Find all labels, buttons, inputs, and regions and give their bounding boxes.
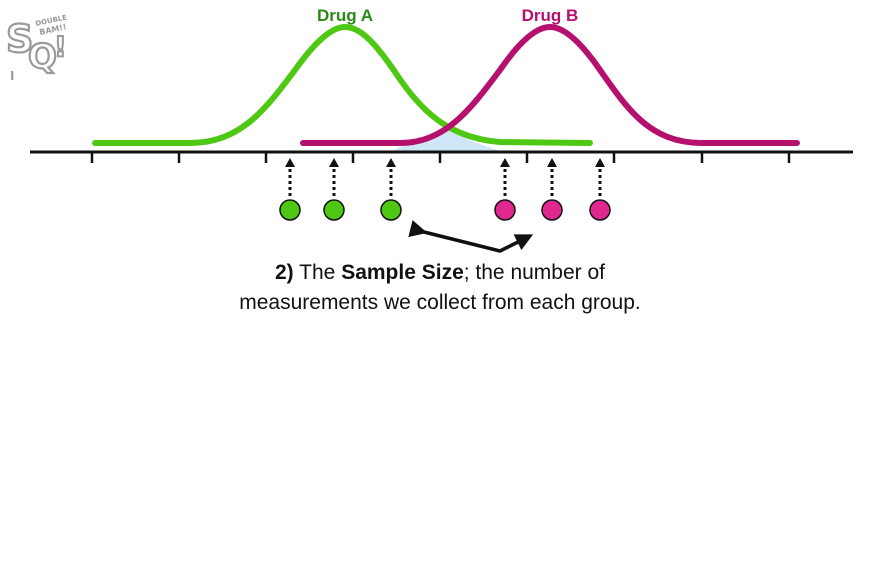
drug-a-sample-dot <box>380 199 402 221</box>
svg-text:Q: Q <box>28 37 57 77</box>
statquest-logo: S Q ! DOUBLE BAM!! I <box>5 13 68 83</box>
caption-emphasis: Sample Size <box>341 261 464 284</box>
caption-pre: The <box>299 261 336 284</box>
drug-a-distribution-curve <box>92 23 593 146</box>
drug-a-arrowhead <box>386 158 396 167</box>
svg-text:I: I <box>10 69 14 83</box>
caption-number: 2) <box>275 261 294 284</box>
svg-text:S: S <box>6 17 33 61</box>
drug-a-arrowhead <box>285 158 295 167</box>
drug-b-sample-dot <box>589 199 611 221</box>
distribution-overlap-shading <box>392 128 500 151</box>
caption-post: ; the number of <box>463 261 605 284</box>
caption-line-1: 2) The Sample Size; the number of <box>120 258 760 288</box>
sample-points <box>279 199 611 221</box>
caption: 2) The Sample Size; the number of measur… <box>120 258 760 318</box>
svg-text:!: ! <box>54 30 67 63</box>
caption-line-2: measurements we collect from each group. <box>239 291 641 314</box>
drug-a-arrowhead <box>329 158 339 167</box>
drug-b-arrowhead <box>500 158 510 167</box>
drug-a-sample-dot <box>323 199 345 221</box>
drug-b-arrowhead <box>595 158 605 167</box>
drug-a-sample-dot <box>279 199 301 221</box>
drug-b-sample-dot <box>541 199 563 221</box>
between-groups-arrow <box>408 220 534 253</box>
axis-ticks <box>90 152 791 163</box>
drug-b-label: Drug B <box>522 6 579 25</box>
drug-b-sample-dot <box>494 199 516 221</box>
measurement-arrows <box>285 158 605 196</box>
drug-a-label: Drug A <box>317 6 373 25</box>
drug-b-distribution-curve <box>300 23 800 146</box>
drug-b-arrowhead <box>547 158 557 167</box>
